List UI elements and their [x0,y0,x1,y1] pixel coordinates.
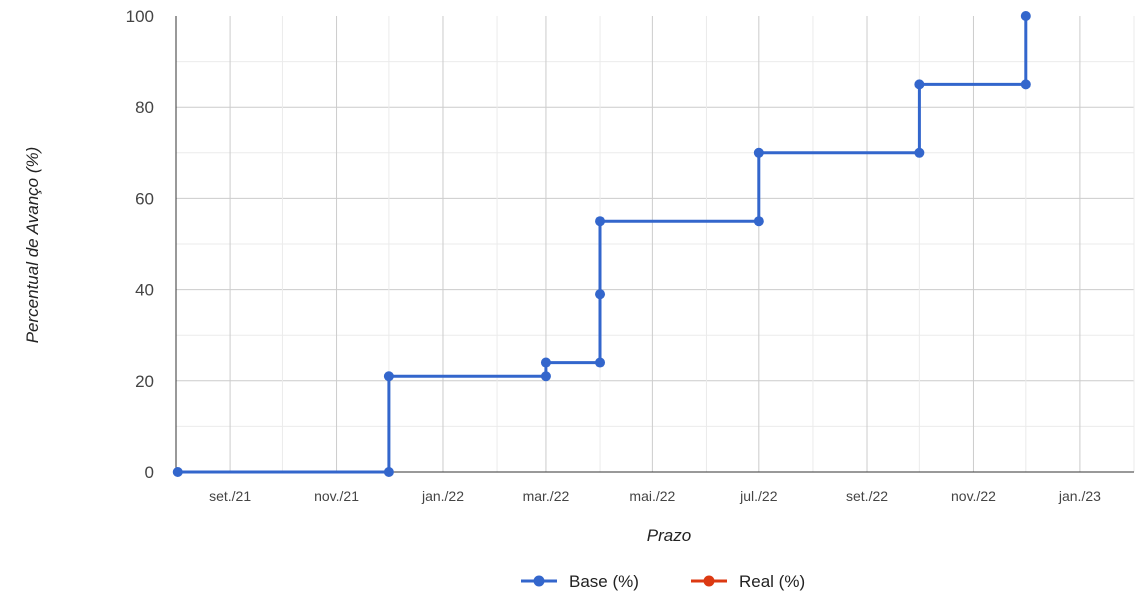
y-tick-label: 0 [145,463,154,482]
data-point[interactable] [753,216,764,227]
y-tick-label: 20 [135,372,154,391]
x-tick-label: jul./22 [739,488,778,504]
y-axis-title: Percentual de Avanço (%) [23,147,42,344]
legend: Base (%) Real (%) [521,572,805,591]
data-point[interactable] [914,79,925,90]
legend-marker [533,575,545,587]
data-point[interactable] [1020,79,1031,90]
series-0 [172,11,1031,477]
legend-label: Real (%) [739,572,805,591]
data-point[interactable] [595,357,606,368]
data-point[interactable] [383,371,394,382]
series-line [177,16,1028,474]
data-point[interactable] [540,357,551,368]
y-tick-label: 80 [135,98,154,117]
data-point[interactable] [172,467,183,477]
data-point[interactable] [914,147,925,158]
legend-label: Base (%) [569,572,639,591]
x-axis-title: Prazo [647,526,691,545]
data-point[interactable] [595,216,606,227]
x-tick-label: mar./22 [523,488,570,504]
data-point[interactable] [540,371,551,382]
y-tick-label: 60 [135,189,154,208]
x-tick-label: nov./21 [314,488,359,504]
grid [176,16,1135,472]
series-area [172,11,1031,477]
x-tick-label: mai./22 [629,488,675,504]
x-tick-label: nov./22 [951,488,996,504]
legend-item[interactable]: Real (%) [691,572,805,591]
data-point[interactable] [383,467,394,477]
y-tick-label: 40 [135,281,154,300]
axes: 0 20 40 60 80 100 set./21 nov./21 jan./22 mar./22… [126,7,1134,504]
x-tick-label: set./21 [209,488,251,504]
data-point[interactable] [753,147,764,158]
data-point[interactable] [595,289,606,300]
legend-item[interactable]: Base (%) [521,572,639,591]
data-point[interactable] [1020,11,1031,21]
x-tick-label: jan./22 [421,488,464,504]
x-tick-label: jan./23 [1058,488,1101,504]
y-tick-label: 100 [126,7,154,26]
x-tick-label: set./22 [846,488,888,504]
legend-marker [703,575,715,587]
